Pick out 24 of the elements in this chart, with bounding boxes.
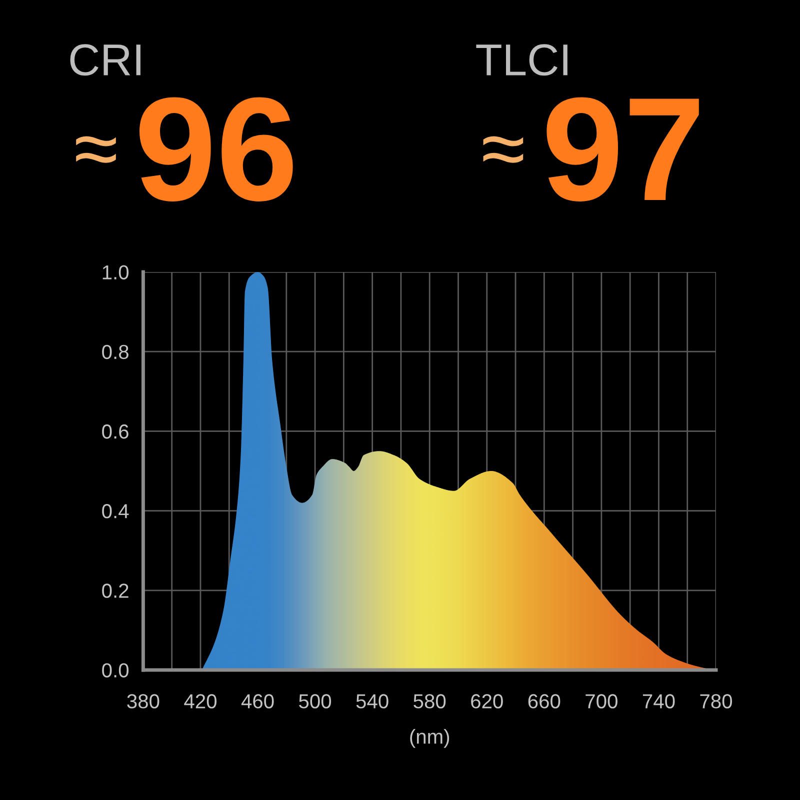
text: CRI — [70, 44, 140, 76]
x-tick-label: 740 — [642, 694, 675, 708]
y-tick-label: 0.8 — [102, 344, 128, 360]
x-tick-label: 700 — [586, 694, 618, 708]
text: ≈ — [483, 136, 524, 163]
x-tick-label: 460 — [241, 694, 274, 708]
x-tick-label: 420 — [184, 694, 216, 708]
y-tick-label: 0.4 — [102, 504, 129, 518]
x-tick-label: 620 — [471, 694, 503, 708]
text: TLCI — [476, 44, 568, 76]
text: ≈ — [76, 136, 116, 163]
x-tick-label: 660 — [528, 694, 560, 708]
x-tick-label: 580 — [414, 694, 446, 708]
y-tick-label: 0.2 — [102, 584, 128, 598]
y-tick-label: 1.0 — [102, 265, 129, 280]
x-tick-label: 500 — [299, 694, 332, 708]
x-tick-label: 780 — [700, 694, 732, 708]
text: 97 — [546, 97, 699, 202]
y-tick-label: 0.0 — [102, 663, 129, 678]
text: 96 — [140, 97, 293, 202]
x-tick-label: 380 — [127, 694, 160, 708]
y-tick-label: 0.6 — [102, 424, 128, 439]
x-axis-title: (nm) — [410, 729, 450, 748]
x-tick-label: 540 — [356, 694, 388, 708]
